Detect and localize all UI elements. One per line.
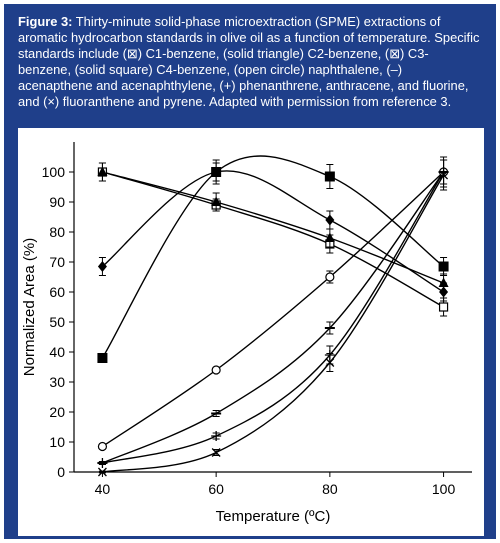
caption-label: Figure 3: [18,14,73,29]
c2-benzene-point [211,196,222,206]
c3-benzene-point [325,214,335,226]
series-markers [97,156,449,477]
c3-benzene-point [439,286,449,298]
naphthalene-line [102,171,445,448]
fluoranthene-and-pyrene-line [102,174,445,473]
c4-benzene-point [438,261,449,272]
fluoranthene-and-pyrene-point [325,358,335,367]
y-tick-label: 90 [49,194,65,210]
naphthalene-point [97,441,108,452]
x-tick-label: 80 [322,481,338,497]
plot-panel: 0 10 20 30 40 50 60 70 80 90 100 40 60 80 100 Temperatu… [18,128,484,536]
x-tick-label: 100 [432,481,456,497]
phenanthrene-anthracene-and-fluorine-point [97,458,108,468]
fluoranthene-and-pyrene-point [439,170,449,180]
y-tick-label: 60 [49,284,65,300]
c1-benzene-line [102,171,444,308]
y-tick-label: 10 [49,434,65,450]
x-tick-label: 40 [95,481,111,497]
phenanthrene-anthracene-and-fluorine-line [102,171,445,464]
y-tick-label: 100 [42,164,66,180]
phenanthrene-anthracene-and-fluorine-point [211,431,222,441]
c4-benzene-point [324,171,335,182]
c3-benzene-line [101,170,444,293]
naphthalene-point [325,272,335,282]
y-tick-label: 70 [49,254,65,270]
c2-benzene-point [438,277,449,287]
c1-benzene-point [438,302,449,312]
y-tick-label: 40 [49,344,65,360]
y-tick-label: 50 [49,314,65,330]
y-tick-label: 20 [49,404,65,420]
axis-labels: 0 10 20 30 40 50 60 70 80 90 100 40 60 80 100 Temperatu… [21,164,455,525]
x-tick-label: 60 [208,481,224,497]
figure-caption: Figure 3: Thirty-minute solid-phase micr… [18,14,480,126]
c4-benzene-point [97,353,108,363]
c4-benzene-point [211,167,222,177]
figure-frame: Figure 3: Thirty-minute solid-phase micr… [4,4,496,539]
c2-benzene-line [102,171,444,284]
caption-text: Thirty-minute solid-phase microextractio… [18,14,480,109]
y-tick-label: 0 [57,464,65,480]
fluoranthene-and-pyrene-point [97,467,107,477]
y-tick-label: 30 [49,374,65,390]
c3-benzene-point [97,261,107,272]
acenapthene-and-acenaphthylene-line [102,171,445,464]
y-axis-title: Normalized Area (%) [21,238,38,376]
c2-benzene-point [324,232,335,242]
naphthalene-point [211,365,221,375]
x-axis-title: Temperature (ºC) [216,508,331,525]
line-chart: 0 10 20 30 40 50 60 70 80 90 100 40 60 80 100 Temperatu… [21,142,472,525]
series-curves [101,155,445,473]
c2-benzene-point [97,166,108,176]
y-tick-label: 80 [49,224,65,240]
axes [69,142,472,477]
fluoranthene-and-pyrene-point [211,448,221,457]
